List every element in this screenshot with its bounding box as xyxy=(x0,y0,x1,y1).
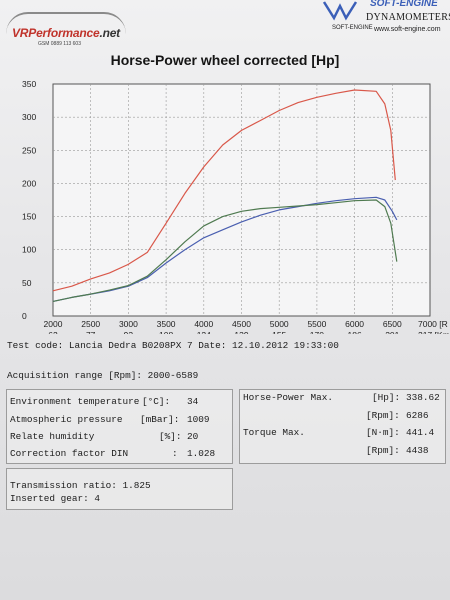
y-tick-label: 200 xyxy=(22,178,36,188)
test-code-line: Test code: Lancia Dedra B0208PX 7 Date: … xyxy=(7,340,339,351)
acquisition-range-line: Acquisition range [Rpm]: 2000-6589 xyxy=(7,370,199,381)
y-tick-label: 350 xyxy=(22,79,36,89)
car-silhouette-icon xyxy=(6,12,126,34)
y-tick-label: 150 xyxy=(22,212,36,222)
hp-max-unit: [Hp]: xyxy=(372,392,401,403)
x2-tick-label: 201 xyxy=(385,330,399,334)
inserted-gear: Inserted gear: 4 xyxy=(10,493,101,504)
hp-max-label: Horse-Power Max. xyxy=(243,392,334,403)
torque-rpm-unit: [Rpm]: xyxy=(366,445,400,456)
transmission-ratio: Transmission ratio: 1.825 xyxy=(10,480,151,491)
x-tick-label: 6500 xyxy=(383,319,402,329)
env-correction-unit: : xyxy=(172,448,178,459)
env-correction-label: Correction factor DIN xyxy=(10,448,129,459)
env-pressure-label: Atmospheric pressure xyxy=(10,414,123,425)
env-pressure-value: 1009 xyxy=(187,414,210,425)
x-tick-label: 5500 xyxy=(307,319,326,329)
soft-engine-small-text: SOFT-ENGINE xyxy=(332,25,373,31)
x-tick-label: 3000 xyxy=(119,319,138,329)
torque-max-unit: [N·m]: xyxy=(366,427,400,438)
x-tick-label: 3500 xyxy=(157,319,176,329)
torque-rpm-value: 4438 xyxy=(406,445,429,456)
power-chart: 0 50 100 150 200 250 300 350 200062 250077 300093 3… xyxy=(22,79,450,334)
logo-brand-text: VRPerformance.net xyxy=(12,26,120,40)
x2-tick-label: 62 xyxy=(48,330,58,334)
dyno-emblem-icon xyxy=(322,1,358,21)
website-url: www.soft-engine.com xyxy=(374,26,441,33)
series-line-3 xyxy=(52,199,398,302)
x-tick-label: 4000 xyxy=(194,319,213,329)
x2-tick-label: 108 xyxy=(159,330,173,334)
x2-tick-label: 77 xyxy=(86,330,96,334)
x-tick-label: 2000 xyxy=(44,319,63,329)
torque-max-label: Torque Max. xyxy=(243,427,305,438)
env-temp-label: Environment temperature xyxy=(10,396,140,407)
hp-rpm-value: 6286 xyxy=(406,410,429,421)
x2-tick-label: 93 xyxy=(124,330,134,334)
vrperformance-logo: VRPerformance.net GSM 0889 113 603 xyxy=(6,12,136,48)
y-tick-label: 250 xyxy=(22,145,36,155)
series-line-1 xyxy=(52,89,396,292)
x-tick-label: 4500 xyxy=(232,319,251,329)
env-humidity-value: 20 xyxy=(187,431,199,442)
logo-phone-text: GSM 0889 113 603 xyxy=(38,41,81,47)
x2-tick-label: 155 xyxy=(272,330,286,334)
x-tick-label: 7000 [R xyxy=(418,319,448,329)
y-tick-label: 100 xyxy=(22,245,36,255)
x-tick-label: 5000 xyxy=(270,319,289,329)
hp-max-value: 338.62 xyxy=(406,392,440,403)
x-tick-label: 2500 xyxy=(81,319,100,329)
results-box: Horse-Power Max. [Hp]: 338.62 [Rpm]: 628… xyxy=(239,389,446,464)
x2-tick-label: 139 xyxy=(234,330,248,334)
env-temp-value: 34 xyxy=(187,396,199,407)
x2-tick-label: 124 xyxy=(197,330,211,334)
x-tick-label: 6000 xyxy=(345,319,364,329)
chart-title: Horse-Power wheel corrected [Hp] xyxy=(110,52,340,68)
env-correction-value: 1.028 xyxy=(187,448,216,459)
env-pressure-unit: [mBar]: xyxy=(140,414,180,425)
transmission-box: Transmission ratio: 1.825 Inserted gear:… xyxy=(6,468,233,510)
env-temp-unit: [°C]: xyxy=(142,396,171,407)
env-humidity-unit: [%]: xyxy=(159,431,182,442)
y-tick-label: 0 xyxy=(22,311,27,321)
series-line-2 xyxy=(52,196,398,302)
x2-tick-label: 170 xyxy=(310,330,324,334)
dynamometers-text: DYNAMOMETERS xyxy=(366,12,450,23)
soft-engine-logo: SOFT-ENGINE DYNAMOMETERS SOFT-ENGINE www… xyxy=(318,0,450,44)
soft-engine-wordmark: SOFT-ENGINE xyxy=(370,0,438,9)
hp-rpm-unit: [Rpm]: xyxy=(366,410,400,421)
x2-tick-label: 217 [Km xyxy=(418,330,450,334)
env-humidity-label: Relate humidity xyxy=(10,431,95,442)
y-tick-label: 300 xyxy=(22,112,36,122)
x2-tick-label: 186 xyxy=(348,330,362,334)
y-tick-label: 50 xyxy=(22,278,32,288)
environment-box: Environment temperature [°C]: 34 Atmosph… xyxy=(6,389,233,464)
torque-max-value: 441.4 xyxy=(406,427,435,438)
